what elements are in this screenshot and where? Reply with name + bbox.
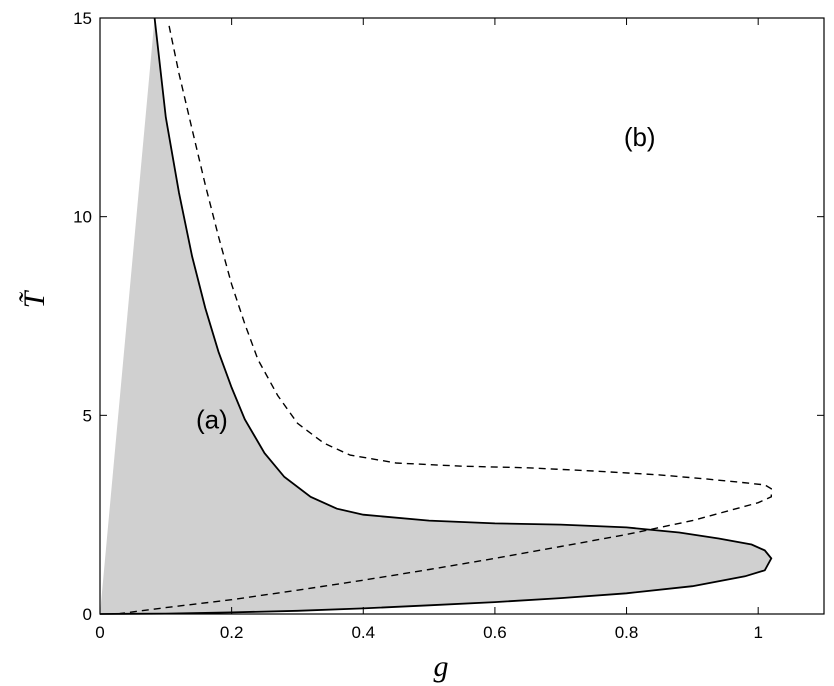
solid-boundary-curve (99, 17, 773, 615)
x-tick-label: 1 (753, 623, 762, 642)
x-axis-title: g (434, 650, 449, 683)
shaded-region-a (100, 18, 772, 614)
x-tick-label: 0.6 (483, 623, 507, 642)
y-tick-label: 15 (73, 9, 92, 28)
dashed-boundary-curve (119, 25, 772, 615)
x-tick-label: 0.8 (615, 623, 639, 642)
y-tick-label: 10 (73, 208, 92, 227)
x-tick-label: 0.4 (351, 623, 375, 642)
y-tick-label: 0 (83, 605, 92, 624)
region-label: (a) (196, 404, 228, 434)
x-tick-label: 0.2 (220, 623, 244, 642)
x-tick-label: 0 (95, 623, 104, 642)
y-axis-title: T̃ (18, 289, 51, 308)
region-label: (b) (624, 122, 656, 152)
series-layer (99, 17, 773, 615)
y-tick-label: 5 (83, 406, 92, 425)
label-layer: (a) (b) (196, 122, 656, 434)
plot-frame (99, 17, 825, 615)
